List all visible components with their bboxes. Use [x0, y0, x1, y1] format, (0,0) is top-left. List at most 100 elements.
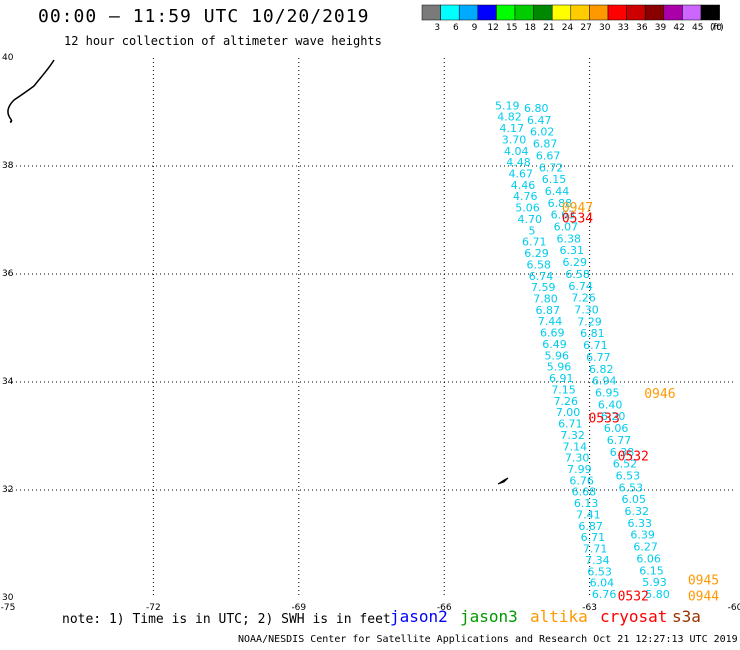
- wave-height-value: 6.74: [529, 270, 554, 283]
- wave-height-value: 6.20: [601, 410, 626, 423]
- colorbar-swatch: [570, 4, 590, 21]
- colorbar-swatch: [458, 4, 479, 21]
- colorbar-label: 27: [580, 23, 591, 33]
- lat-tick-label: 30: [2, 593, 14, 603]
- wave-height-value: 6.82: [589, 363, 614, 376]
- legend-s3a: s3a: [672, 607, 701, 626]
- colorbar-label: 3: [434, 23, 440, 33]
- wave-height-value: 7.99: [567, 463, 592, 476]
- colorbar-label: 15: [506, 23, 517, 33]
- wave-height-value: 6.81: [580, 327, 605, 340]
- wave-height-value: 6.15: [639, 564, 664, 577]
- wave-height-value: 7.00: [556, 406, 581, 419]
- wave-height-value: 5.96: [547, 361, 572, 374]
- wave-height-value: 6.53: [616, 469, 641, 482]
- wave-height-value: 7.26: [571, 292, 596, 305]
- wave-height-value: 6.58: [527, 258, 552, 271]
- wave-height-value: 7.30: [565, 452, 590, 465]
- wave-height-value: 6.52: [613, 458, 638, 471]
- wave-height-value: 6.80: [524, 102, 549, 115]
- wave-height-value: 7.44: [538, 315, 563, 328]
- wave-height-value: 6.13: [574, 497, 599, 510]
- lon-tick-label: -66: [437, 603, 452, 613]
- colorbar-label: 21: [543, 23, 554, 33]
- page-subtitle: 12 hour collection of altimeter wave hei…: [64, 34, 382, 48]
- wave-height-value: 6.94: [592, 375, 617, 388]
- wave-height-value: 6.29: [562, 256, 587, 269]
- wave-height-value: 6.69: [540, 327, 565, 340]
- colorbar-label: 18: [525, 23, 537, 33]
- wave-height-value: 7.30: [574, 304, 599, 317]
- wave-height-value: 6.87: [578, 520, 603, 533]
- colorbar-label: 45: [692, 23, 703, 33]
- colorbar-label: 6: [453, 23, 459, 33]
- wave-height-value: 6.72: [539, 161, 564, 174]
- wave-height-value: 4.46: [511, 179, 536, 192]
- colorbar-label: 36: [636, 23, 648, 33]
- pass-time-label: 0534: [562, 212, 593, 227]
- wave-height-value: 6.87: [533, 138, 558, 151]
- wave-height-value: 6.76: [569, 474, 594, 487]
- wave-height-value: 7.29: [577, 315, 602, 328]
- wave-height-value: 6.74: [568, 280, 593, 293]
- lat-tick-label: 38: [2, 161, 14, 171]
- coastline-shape: [7, 59, 55, 123]
- lon-tick-label: -69: [291, 603, 306, 613]
- wave-height-value: 6.63: [551, 209, 576, 222]
- colorbar-swatch: [496, 4, 516, 21]
- wave-height-value: 6.53: [619, 481, 644, 494]
- colorbar-swatch: [514, 4, 534, 21]
- pass-time-label: 0946: [644, 387, 675, 402]
- colorbar-swatch: [626, 4, 646, 21]
- colorbar-swatch: [644, 4, 665, 21]
- wave-height-value: 6.15: [542, 173, 567, 186]
- note-text: note: 1) Time is in UTC; 2) SWH is in fe…: [62, 612, 391, 627]
- wave-height-value: 6.29: [524, 247, 549, 260]
- wave-height-value: 6.49: [542, 338, 567, 351]
- wave-height-value: 7.41: [576, 508, 601, 521]
- wave-height-value: 7.32: [560, 429, 585, 442]
- colorbar-swatch: [421, 4, 441, 21]
- wave-height-value: 4.82: [497, 111, 522, 124]
- pass-time-label: 0945: [688, 574, 719, 589]
- wave-height-value: 6.38: [557, 232, 582, 245]
- wave-height-value: 6.38: [610, 446, 635, 459]
- wave-height-value: 4.04: [504, 145, 529, 158]
- lat-tick-label: 36: [2, 269, 14, 279]
- wave-height-value: 6.31: [560, 244, 585, 257]
- wave-height-value: 6.71: [558, 418, 583, 431]
- wave-height-value: 6.58: [565, 268, 590, 281]
- colorbar-label: 12: [487, 23, 498, 33]
- colorbar-swatch: [551, 4, 572, 21]
- wave-height-value: 6.05: [622, 493, 647, 506]
- colorbar-swatch: [533, 4, 553, 21]
- wave-height-value: 6.77: [586, 351, 611, 364]
- wave-height-value: 7.15: [551, 383, 576, 396]
- wave-height-value: 3.70: [502, 133, 527, 146]
- wave-height-value: 4.70: [517, 213, 542, 226]
- wave-height-value: 6.40: [598, 398, 623, 411]
- wave-height-value: 6.04: [590, 577, 615, 590]
- footer-credit: NOAA/NESDIS Center for Satellite Applica…: [238, 634, 738, 645]
- wave-height-value: 6.77: [607, 434, 632, 447]
- wave-height-value: 6.71: [581, 531, 606, 544]
- wave-height-value: 7.14: [563, 440, 588, 453]
- legend-altika: altika: [530, 607, 588, 626]
- colorbar-swatch: [589, 4, 609, 21]
- wave-height-value: 4.48: [506, 156, 531, 169]
- wave-height-value: 6.06: [636, 552, 661, 565]
- wave-height-value: 6.07: [554, 221, 579, 234]
- colorbar-label: 9: [472, 23, 478, 33]
- page-title: 00:00 – 11:59 UTC 10/20/2019: [38, 6, 370, 27]
- colorbar-label: 39: [655, 23, 667, 33]
- wave-height-value: 6.76: [592, 588, 617, 601]
- wave-height-value: 6.47: [527, 114, 552, 127]
- pass-time-label: 0532: [618, 590, 649, 605]
- wave-height-value: 6.71: [583, 339, 608, 352]
- wave-height-value: 6.95: [595, 386, 620, 399]
- wave-height-value: 4.67: [508, 167, 533, 180]
- wave-height-value: 7.59: [531, 281, 556, 294]
- wave-height-value: 6.87: [536, 304, 561, 317]
- colorbar-label: 30: [599, 23, 611, 33]
